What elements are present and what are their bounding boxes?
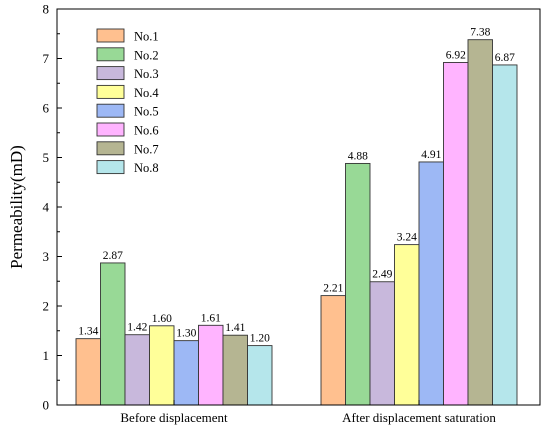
legend-label: No.4 <box>134 86 159 100</box>
bar-no2-before <box>100 262 126 406</box>
bar-no8-before <box>247 345 273 406</box>
bar-no8-after <box>492 64 518 406</box>
legend-label: No.1 <box>134 30 159 44</box>
data-label: 3.24 <box>397 232 417 244</box>
y-tick-label: 6 <box>43 101 50 116</box>
data-label: 4.91 <box>421 149 441 161</box>
bar-no1-before <box>75 338 101 406</box>
legend-label: No.6 <box>134 124 159 138</box>
legend-swatch <box>96 103 125 118</box>
legend-label: No.5 <box>134 105 159 119</box>
data-label: 2.87 <box>103 250 123 262</box>
y-tick-label: 0 <box>43 398 50 413</box>
bar-no6-before <box>198 324 224 406</box>
data-label: 1.30 <box>176 328 196 340</box>
data-label: 1.60 <box>152 313 172 325</box>
bar-no1-after <box>320 295 346 406</box>
legend-label: No.7 <box>134 142 159 156</box>
bar-no7-after <box>467 39 493 406</box>
data-label: 1.42 <box>127 322 147 334</box>
data-label: 6.92 <box>446 49 466 61</box>
legend-label: No.3 <box>134 67 159 81</box>
legend-swatch <box>96 84 125 99</box>
x-category-label: After displacement saturation <box>342 410 496 425</box>
legend-swatch <box>96 160 125 175</box>
y-tick-label: 1 <box>43 348 50 363</box>
legend-swatch <box>96 28 125 43</box>
bar-no6-after <box>443 62 469 406</box>
y-tick-label: 4 <box>43 200 50 215</box>
data-label: 1.61 <box>201 312 221 324</box>
bar-no3-before <box>124 334 150 406</box>
y-tick-label: 2 <box>43 299 50 314</box>
bar-no3-after <box>369 281 395 406</box>
legend-swatch <box>96 141 125 156</box>
legend-swatch <box>96 122 125 137</box>
bar-no5-before <box>173 340 199 406</box>
legend-label: No.2 <box>134 48 159 62</box>
bar-no4-before <box>149 325 175 406</box>
data-label: 1.34 <box>78 326 98 338</box>
y-tick-label: 5 <box>43 150 50 165</box>
bar-no7-before <box>222 334 248 406</box>
data-label: 1.41 <box>225 322 245 334</box>
data-label: 2.21 <box>323 283 343 295</box>
bar-no4-after <box>394 244 420 406</box>
data-label: 4.88 <box>348 150 368 162</box>
data-label: 2.49 <box>372 269 392 281</box>
legend-swatch <box>96 66 125 81</box>
data-label: 6.87 <box>495 52 515 64</box>
legend-label: No.8 <box>134 161 159 175</box>
data-label: 7.38 <box>470 27 490 39</box>
data-label: 1.20 <box>250 333 270 345</box>
y-tick-label: 7 <box>43 51 50 66</box>
y-tick-label: 8 <box>43 2 50 17</box>
bar-no2-after <box>345 162 371 406</box>
legend-swatch <box>96 47 125 62</box>
y-axis-title: Permeability(mD) <box>7 145 26 269</box>
x-category-label: Before displacement <box>120 410 228 425</box>
bar-no5-after <box>418 161 444 406</box>
y-tick-label: 3 <box>43 249 50 264</box>
